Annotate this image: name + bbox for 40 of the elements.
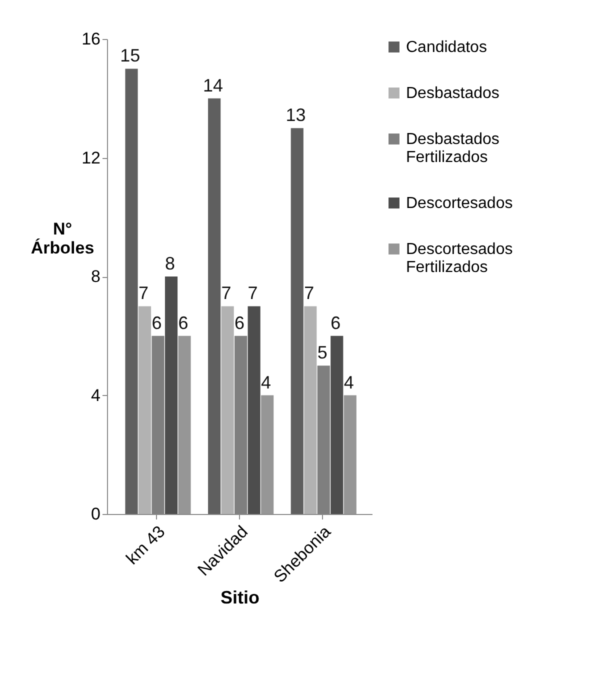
data-label: 14 bbox=[202, 75, 224, 96]
bar bbox=[164, 276, 178, 514]
data-label: 8 bbox=[164, 254, 175, 274]
data-label: 6 bbox=[152, 312, 162, 333]
legend-label: Desbastados bbox=[406, 85, 500, 102]
legend-label: Candidatos bbox=[406, 39, 487, 56]
legend-label: Desbastados Fertilizados bbox=[406, 131, 500, 166]
x-tick-label: km 43 bbox=[122, 522, 169, 568]
data-label: 7 bbox=[304, 283, 314, 304]
data-label: 7 bbox=[221, 283, 232, 304]
data-label: 6 bbox=[234, 312, 245, 333]
legend-label: Descortesados Fertilizados bbox=[406, 241, 513, 276]
bar bbox=[344, 395, 356, 514]
data-label: 5 bbox=[317, 342, 328, 363]
data-label: 7 bbox=[248, 283, 258, 304]
bar bbox=[178, 336, 191, 514]
bar bbox=[125, 68, 138, 514]
bar bbox=[248, 306, 260, 514]
data-label: 13 bbox=[286, 105, 306, 126]
data-label: 15 bbox=[120, 46, 140, 66]
data-label: 4 bbox=[260, 372, 272, 392]
bar bbox=[330, 336, 344, 514]
bar bbox=[221, 306, 234, 514]
y-tick-label: 0 bbox=[91, 504, 100, 524]
data-label: 7 bbox=[138, 283, 148, 304]
data-label: 4 bbox=[344, 372, 354, 392]
legend-label: Descortesados bbox=[406, 195, 513, 212]
bar bbox=[138, 306, 152, 514]
x-axis-title: Sitio bbox=[220, 588, 260, 608]
bar bbox=[261, 395, 274, 514]
y-tick-label: 16 bbox=[82, 30, 100, 48]
bar bbox=[290, 128, 304, 514]
y-tick-label: 12 bbox=[82, 148, 100, 168]
y-tick-label: 4 bbox=[91, 386, 100, 405]
bar bbox=[208, 98, 221, 514]
y-axis-title: N° Árboles bbox=[30, 220, 94, 258]
y-tick-label: 8 bbox=[91, 267, 100, 286]
data-label: 6 bbox=[330, 312, 341, 333]
data-label: 6 bbox=[178, 312, 188, 333]
bar bbox=[304, 306, 317, 514]
